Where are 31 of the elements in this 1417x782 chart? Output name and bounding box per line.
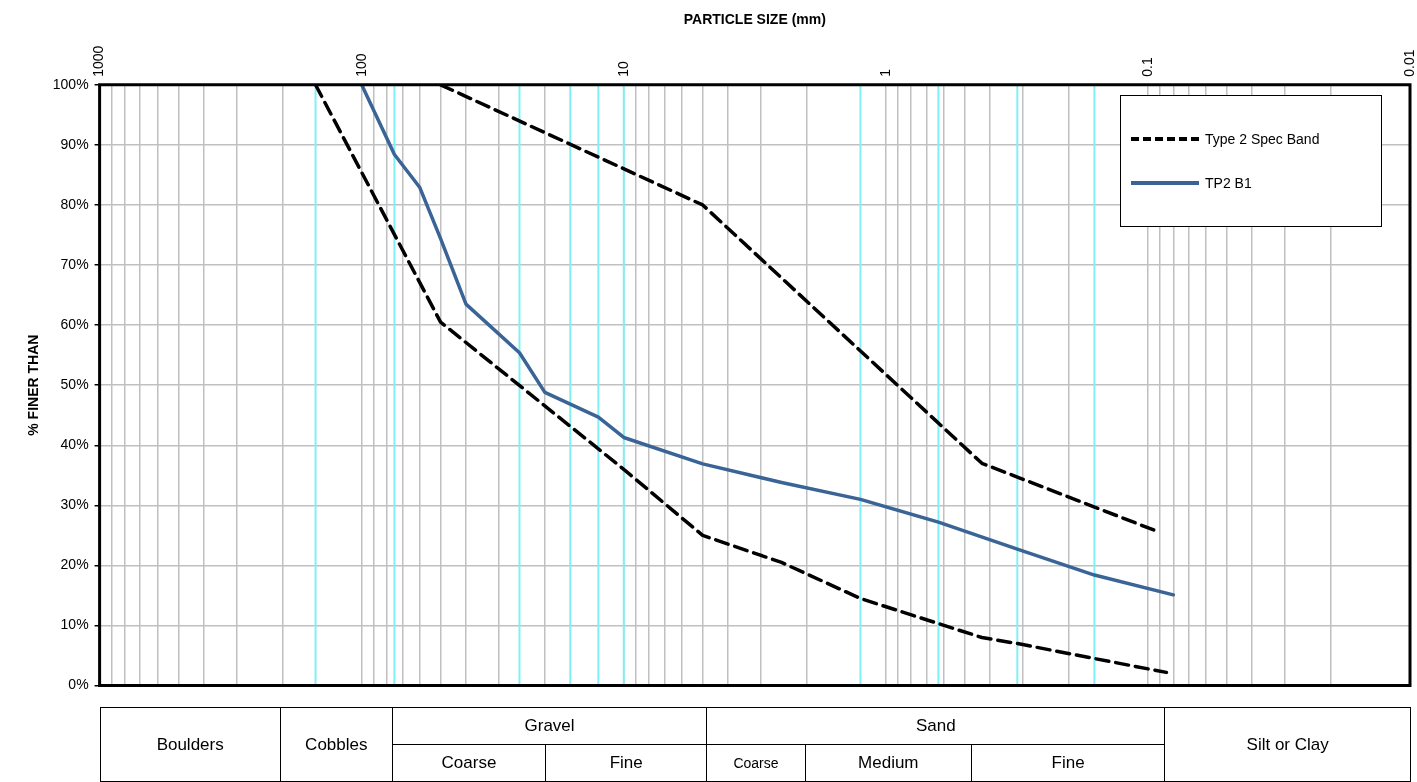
y-tick-label: 0% (68, 676, 89, 693)
text: Coarse (706, 744, 806, 782)
x-tick-label: 100 (352, 53, 369, 77)
y-tick-label: 70% (60, 255, 89, 272)
text: Fine (971, 744, 1166, 782)
y-tick-label: 50% (60, 376, 89, 393)
text: Sand (706, 707, 1166, 745)
text: Coarse (391, 744, 547, 782)
x-tick-label: 1 (876, 68, 893, 77)
y-axis-title: % FINER THAN (25, 334, 42, 436)
y-tick-label: 80% (60, 195, 89, 212)
text: Cobbles (279, 707, 393, 782)
text: Fine (545, 744, 708, 782)
x-tick-label: 0.1 (1138, 57, 1155, 77)
text: Boulders (99, 707, 281, 782)
x-tick-label: 1000 (90, 45, 107, 77)
y-tick-label: 60% (60, 315, 89, 332)
x-tick-label: 0.01 (1400, 49, 1417, 77)
y-tick-label: 100% (52, 75, 89, 92)
y-tick-label: 40% (60, 436, 89, 453)
x-axis-title: PARTICLE SIZE (mm) (683, 11, 826, 28)
y-tick-label: 20% (60, 556, 89, 573)
x-tick-label: 10 (614, 61, 631, 77)
y-tick-label: 10% (60, 616, 89, 633)
legend-label: TP2 B1 (1205, 174, 1252, 191)
text: Gravel (391, 707, 708, 745)
y-tick-label: 30% (60, 496, 89, 513)
text: Medium (804, 744, 972, 782)
legend-label: Type 2 Spec Band (1205, 130, 1320, 147)
y-tick-label: 90% (60, 135, 89, 152)
text: Silt or Clay (1164, 707, 1411, 782)
